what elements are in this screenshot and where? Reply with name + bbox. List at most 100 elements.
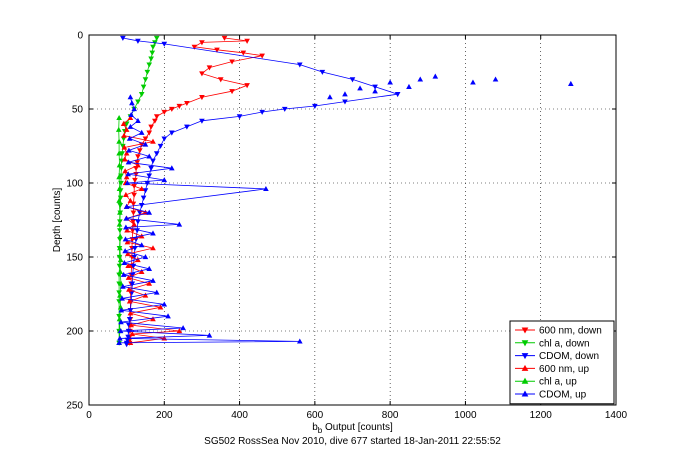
- data-point: [125, 334, 131, 340]
- data-point: [124, 227, 130, 233]
- data-point: [119, 295, 125, 301]
- data-point: [146, 130, 153, 136]
- data-point: [259, 109, 265, 115]
- data-point: [117, 257, 124, 263]
- data-point: [129, 281, 136, 287]
- data-point: [116, 197, 122, 203]
- data-point: [568, 80, 574, 86]
- data-point: [131, 192, 137, 198]
- data-point: [129, 331, 136, 337]
- data-point: [123, 224, 129, 230]
- legend-box: [509, 320, 615, 405]
- data-point: [229, 89, 235, 95]
- y-tick-label: 200: [66, 327, 83, 338]
- data-point: [116, 221, 123, 227]
- data-point: [138, 92, 145, 98]
- data-point: [123, 203, 130, 209]
- data-point: [161, 301, 168, 307]
- x-tick-label: 200: [156, 410, 173, 421]
- data-series: [115, 35, 574, 348]
- data-point: [146, 280, 153, 286]
- data-point: [126, 135, 133, 141]
- data-point: [417, 76, 424, 82]
- data-point: [142, 136, 149, 142]
- data-point: [150, 44, 156, 50]
- data-point: [131, 106, 137, 112]
- x-tick-label: 800: [382, 410, 399, 421]
- legend-swatch-marker: [521, 327, 529, 334]
- data-point: [492, 76, 499, 82]
- data-point: [142, 188, 149, 194]
- data-point: [148, 124, 154, 130]
- data-point: [125, 159, 132, 165]
- data-point: [121, 156, 128, 162]
- data-point: [150, 277, 156, 283]
- x-axis-label-rest: Output [counts]: [322, 422, 393, 433]
- data-point: [128, 322, 134, 328]
- data-point: [116, 186, 123, 192]
- data-point: [263, 186, 269, 192]
- data-point: [122, 168, 128, 174]
- data-point: [150, 138, 156, 144]
- x-tick-label: 1400: [605, 410, 628, 421]
- data-point: [122, 236, 129, 242]
- data-point: [135, 38, 141, 44]
- x-tick-label: 1200: [530, 410, 553, 421]
- data-point: [126, 298, 133, 304]
- data-point: [138, 186, 145, 192]
- legend-swatch-marker: [521, 353, 529, 360]
- legend-entry-label: 600 nm, up: [539, 364, 589, 375]
- data-point: [120, 120, 127, 126]
- data-point: [123, 191, 129, 197]
- data-point: [130, 201, 137, 207]
- data-point: [135, 162, 141, 168]
- data-point: [118, 307, 125, 313]
- data-point: [142, 77, 149, 83]
- data-point: [116, 114, 122, 121]
- data-point: [357, 85, 363, 91]
- data-point: [127, 310, 134, 316]
- x-tick-label: 600: [307, 410, 324, 421]
- data-point: [165, 313, 171, 319]
- data-point: [120, 271, 127, 277]
- data-point: [118, 180, 124, 186]
- data-point: [144, 69, 151, 75]
- series-line: [123, 117, 180, 344]
- data-point: [394, 92, 401, 98]
- series-2: [120, 35, 401, 348]
- data-point: [199, 71, 205, 77]
- y-tick-label: 0: [77, 31, 83, 42]
- x-tick-label: 1000: [454, 410, 477, 421]
- data-point: [342, 99, 348, 105]
- data-point: [142, 292, 149, 298]
- x-axis-label: bb Output [counts]: [312, 422, 393, 435]
- data-point: [296, 62, 303, 68]
- x-tick-label: 0: [86, 410, 92, 421]
- series-3: [120, 114, 183, 345]
- data-point: [116, 162, 123, 168]
- data-point: [135, 99, 141, 105]
- data-point: [199, 118, 205, 124]
- data-point: [135, 117, 141, 123]
- data-point: [146, 153, 153, 159]
- data-point: [342, 91, 348, 97]
- data-point: [217, 77, 224, 83]
- data-point: [135, 154, 141, 160]
- data-point: [115, 126, 122, 132]
- plot-frame: [88, 34, 617, 406]
- data-point: [161, 41, 168, 47]
- data-point: [123, 126, 130, 132]
- data-point: [116, 314, 122, 320]
- data-point: [117, 335, 123, 341]
- data-point: [140, 195, 147, 201]
- x-axis-label-sub: b: [318, 426, 323, 435]
- data-point: [150, 230, 156, 236]
- data-point: [127, 197, 134, 203]
- data-point: [123, 121, 130, 127]
- data-point: [117, 268, 124, 274]
- data-point: [180, 325, 186, 331]
- data-point: [152, 118, 158, 124]
- data-point: [128, 112, 134, 118]
